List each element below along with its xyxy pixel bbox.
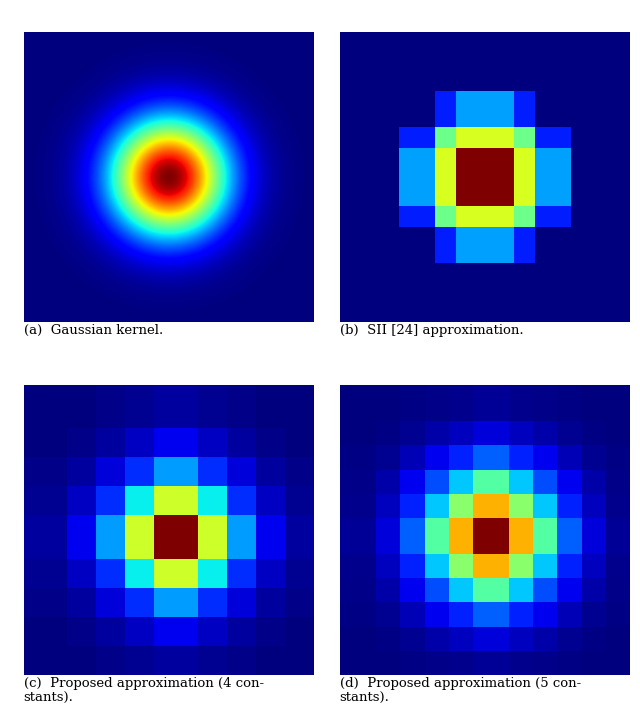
Text: (a)  Gaussian kernel.: (a) Gaussian kernel. bbox=[24, 324, 163, 337]
Text: (c)  Proposed approximation (4 con-
stants).: (c) Proposed approximation (4 con- stant… bbox=[24, 677, 264, 705]
Text: (b)  SII [24] approximation.: (b) SII [24] approximation. bbox=[340, 324, 524, 337]
Text: (d)  Proposed approximation (5 con-
stants).: (d) Proposed approximation (5 con- stant… bbox=[340, 677, 581, 705]
